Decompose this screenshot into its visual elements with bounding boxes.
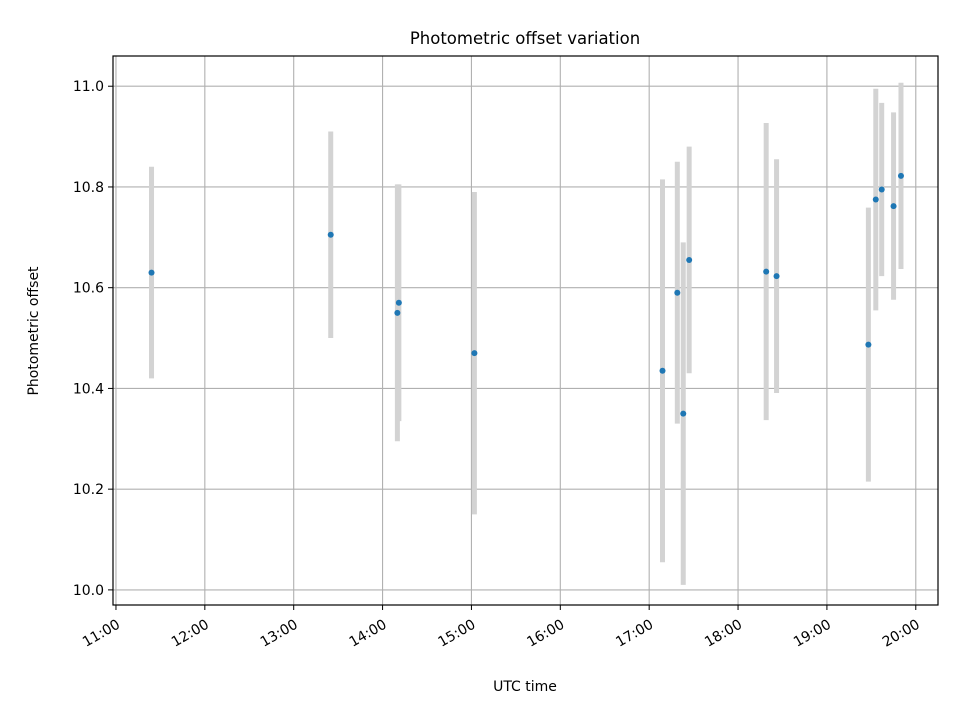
y-tick-label: 11.0 [73, 79, 104, 95]
y-tick-label: 10.6 [73, 281, 104, 297]
x-axis-label: UTC time [493, 679, 557, 695]
data-point [674, 289, 681, 296]
plot-area-frame [112, 55, 939, 606]
data-point [773, 273, 780, 280]
y-tick-label: 10.8 [73, 180, 104, 196]
data-point [148, 269, 155, 276]
data-point [659, 367, 666, 374]
grid-lines [113, 56, 938, 605]
data-point [865, 341, 872, 348]
data-point [686, 256, 693, 263]
data-point [327, 231, 334, 238]
data-point [680, 410, 687, 417]
data-point [471, 350, 478, 357]
y-tick-label: 10.0 [73, 583, 104, 599]
data-point [394, 309, 401, 316]
y-axis-label: Photometric offset [26, 266, 42, 396]
data-point [872, 196, 879, 203]
chart-title: Photometric offset variation [410, 29, 640, 48]
data-point [897, 172, 904, 179]
data-point [763, 268, 770, 275]
data-point [878, 186, 885, 193]
y-axis-ticks: 10.0 10.2 10.4 10.6 10.8 11.0 [73, 79, 113, 599]
y-tick-label: 10.2 [73, 482, 104, 498]
data-point [890, 203, 897, 210]
y-tick-label: 10.4 [73, 381, 104, 397]
data-points [148, 172, 904, 417]
data-point [395, 299, 402, 306]
